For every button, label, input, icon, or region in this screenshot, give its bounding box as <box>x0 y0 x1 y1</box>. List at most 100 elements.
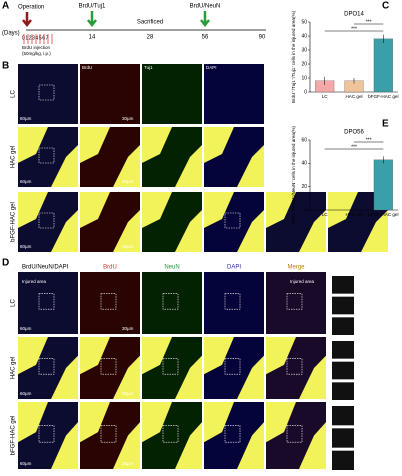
y-tick-label: 20 <box>301 184 307 190</box>
day-tick: 14 <box>89 35 96 41</box>
x-tick-label: HAC gel <box>345 212 362 217</box>
micrograph <box>142 64 202 124</box>
x-tick-label: HAC gel <box>345 94 362 99</box>
zoom-box <box>100 358 117 375</box>
row-label: bFGF-HAC gel <box>11 202 17 242</box>
micrograph <box>204 272 264 334</box>
y-axis-label: BrdU⁺/Tuj1⁺/Tuj1⁺cells in the injured ar… <box>291 10 296 103</box>
column-header: BrdU <box>103 265 117 271</box>
gel-region <box>18 337 78 399</box>
micrograph <box>204 64 264 124</box>
day-tick: 28 <box>147 35 154 41</box>
inset <box>332 317 354 335</box>
gel-region <box>80 127 140 187</box>
panel-label: E <box>382 119 389 130</box>
injured-label: Injured area <box>290 279 315 284</box>
panel-label: A <box>2 1 9 12</box>
y-tick-label: 20 <box>301 61 307 67</box>
zoom-box <box>100 425 117 443</box>
scale-label: 60μm <box>20 391 32 396</box>
scale-label: 30μm <box>122 116 134 121</box>
scale-label: 30μm <box>122 461 134 466</box>
gel-region <box>204 337 264 399</box>
gel-region <box>142 402 202 469</box>
x-tick-label: LC <box>322 212 329 217</box>
micrograph <box>266 272 326 334</box>
channel-header: Tuj1 <box>144 65 153 70</box>
panel-label: B <box>2 61 9 72</box>
y-tick-label: 40 <box>301 33 307 39</box>
panel-label: C <box>382 1 389 12</box>
gel-region <box>18 402 78 469</box>
day-tick: 56 <box>202 35 209 41</box>
zoom-box <box>38 293 55 310</box>
scale-label: 30μm <box>122 326 134 331</box>
zoom-box <box>224 212 241 229</box>
zoom-box <box>286 293 303 310</box>
inset <box>332 406 354 426</box>
sig-label: *** <box>366 137 372 143</box>
marker-arrow <box>87 11 97 28</box>
gel-region <box>204 192 264 252</box>
operation-label: Operation <box>18 5 44 11</box>
zoom-box <box>38 84 55 101</box>
gel-region <box>142 192 202 252</box>
zoom-box <box>38 358 55 375</box>
scale-label: 60μm <box>20 244 32 249</box>
sacrificed-label: Sacrificed <box>137 20 163 26</box>
inset <box>332 382 354 400</box>
chart-title: DPO56 <box>344 130 364 136</box>
merge-header: BrdU/NeuN/DAPI <box>22 265 69 271</box>
row-label: LC <box>11 298 17 306</box>
sig-label: *** <box>366 19 372 25</box>
zoom-box <box>286 358 303 375</box>
zoom-box <box>286 425 303 443</box>
zoom-box <box>224 293 241 310</box>
micrograph <box>18 64 78 124</box>
scale-label: 60μm <box>20 326 32 331</box>
micrograph <box>80 64 140 124</box>
injured-label: Injured area <box>22 279 47 284</box>
marker-label: BrdU/NeuN <box>190 4 221 10</box>
gel-region <box>142 337 202 399</box>
gel-region <box>18 127 78 187</box>
row-label: HAC gel <box>11 146 17 168</box>
inset <box>332 428 354 448</box>
x-tick-label: LC <box>322 94 329 99</box>
zoom-box <box>100 293 117 310</box>
x-tick-label: bFGF-HAC gel <box>368 94 398 99</box>
zoom-box <box>162 425 179 443</box>
x-tick-label: bFGF-HAC gel <box>368 212 398 217</box>
scale-label: 30μm <box>122 244 134 249</box>
y-tick-label: 0 <box>304 89 307 95</box>
gel-region <box>204 402 264 469</box>
marker-arrow <box>200 11 210 28</box>
operation-arrow <box>22 12 32 28</box>
zoom-box <box>38 212 55 229</box>
bar <box>373 38 393 93</box>
y-tick-label: 40 <box>301 161 307 167</box>
gel-region <box>204 127 264 187</box>
row-label: HAC gel <box>11 357 17 379</box>
column-header: DAPI <box>227 265 241 271</box>
y-tick-label: 10 <box>301 75 307 81</box>
zoom-box <box>162 358 179 375</box>
dose-label: (50mg/kg, i.p.) <box>22 51 51 56</box>
row-label: LC <box>11 89 17 97</box>
marker-label: BrdU/Tuj1 <box>79 4 106 10</box>
zoom-box <box>38 147 55 164</box>
gel-region <box>328 192 388 252</box>
y-axis-label: BrdU⁺/NeuN⁺/NeuN⁺cells in the injured ar… <box>291 125 296 224</box>
zoom-box <box>162 293 179 310</box>
micrograph <box>142 272 202 334</box>
sig-label: *** <box>351 26 357 32</box>
inset <box>332 450 354 470</box>
bar <box>373 159 393 211</box>
gel-region <box>80 402 140 469</box>
zoom-box <box>224 425 241 443</box>
y-tick-label: 60 <box>301 137 307 143</box>
inset <box>332 361 354 380</box>
scale-label: 60μm <box>20 461 32 466</box>
gel-region <box>266 192 326 252</box>
